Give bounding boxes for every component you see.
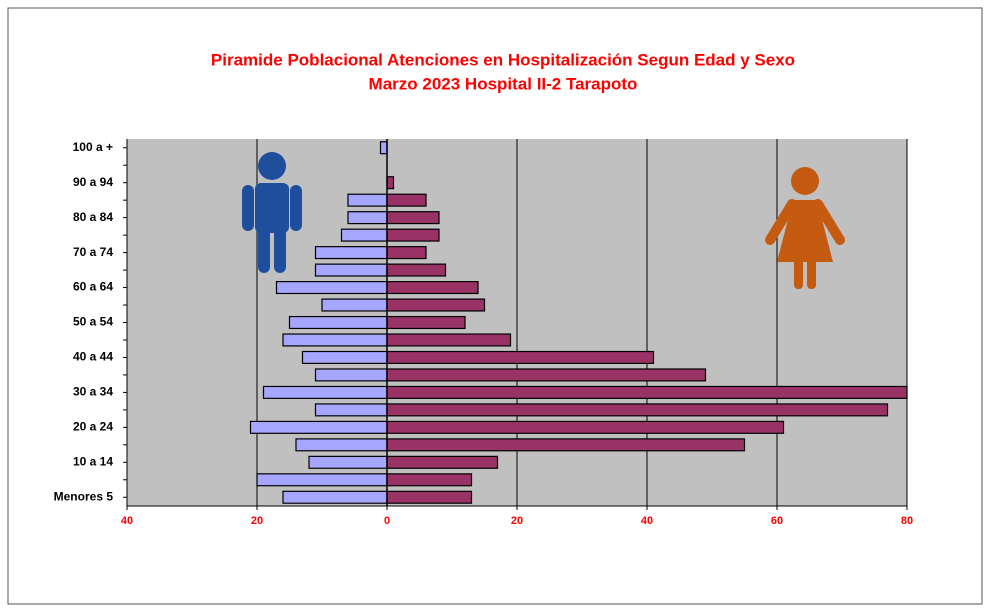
bar [386,246,427,260]
x-tick-label: 40 [121,515,133,527]
y-tick-label: 70 a 74 [73,245,113,259]
x-tick-label: 40 [641,515,653,527]
bar [386,263,447,277]
bar [314,263,388,277]
bar [386,211,440,225]
bar [347,211,388,225]
y-tick-label: 10 a 14 [73,454,113,468]
bar [379,141,388,155]
bar [386,228,440,242]
bar [262,385,388,399]
y-tick-label: 60 a 64 [73,280,113,294]
y-tick-label: 20 a 24 [73,420,113,434]
bar [314,368,388,382]
bar [347,193,388,207]
y-tick-label: Menores 5 [54,489,114,503]
male-icon [242,152,302,273]
chart-subtitle: Marzo 2023 Hospital II-2 Tarapoto [369,74,638,93]
x-tick-label: 0 [384,515,390,527]
bar [386,403,889,417]
bar [386,490,473,504]
bar [282,490,388,504]
y-tick-label: 40 a 44 [73,350,113,364]
bar [256,473,388,487]
bar [386,385,908,399]
bar [386,420,785,434]
bar [386,315,466,330]
bar [275,281,388,295]
y-tick-label: 50 a 54 [73,315,113,329]
bar [386,438,746,452]
bar [321,298,388,312]
bar [386,368,707,382]
x-tick-label: 20 [251,515,263,527]
bar [386,176,395,190]
bar [386,455,499,469]
y-tick-label: 100 a + [73,140,113,154]
y-tick-label: 80 a 84 [73,210,113,224]
bar [340,228,388,242]
x-tick-label: 60 [771,515,783,527]
bar [282,333,388,347]
bar [386,193,427,207]
bar [314,246,388,260]
plot: 40 20 0 20 40 60 80 Menores 5 10 a 14 20 a 24 30 a… [54,139,913,527]
bar [386,281,479,295]
bar [308,455,388,469]
x-tick-label: 80 [901,515,913,527]
bar [386,333,512,347]
chart-title: Piramide Poblacional Atenciones en Hospi… [211,50,795,69]
bar [314,403,388,417]
female-icon [765,167,845,289]
x-tick-label: 20 [511,515,523,527]
bar [249,420,388,434]
bar [386,350,655,364]
y-tick-label: 30 a 34 [73,385,113,399]
bar [301,350,388,364]
y-tick-label: 90 a 94 [73,175,113,189]
bar [386,298,486,312]
bar [386,473,473,487]
bar [288,315,388,330]
bar [295,438,388,452]
